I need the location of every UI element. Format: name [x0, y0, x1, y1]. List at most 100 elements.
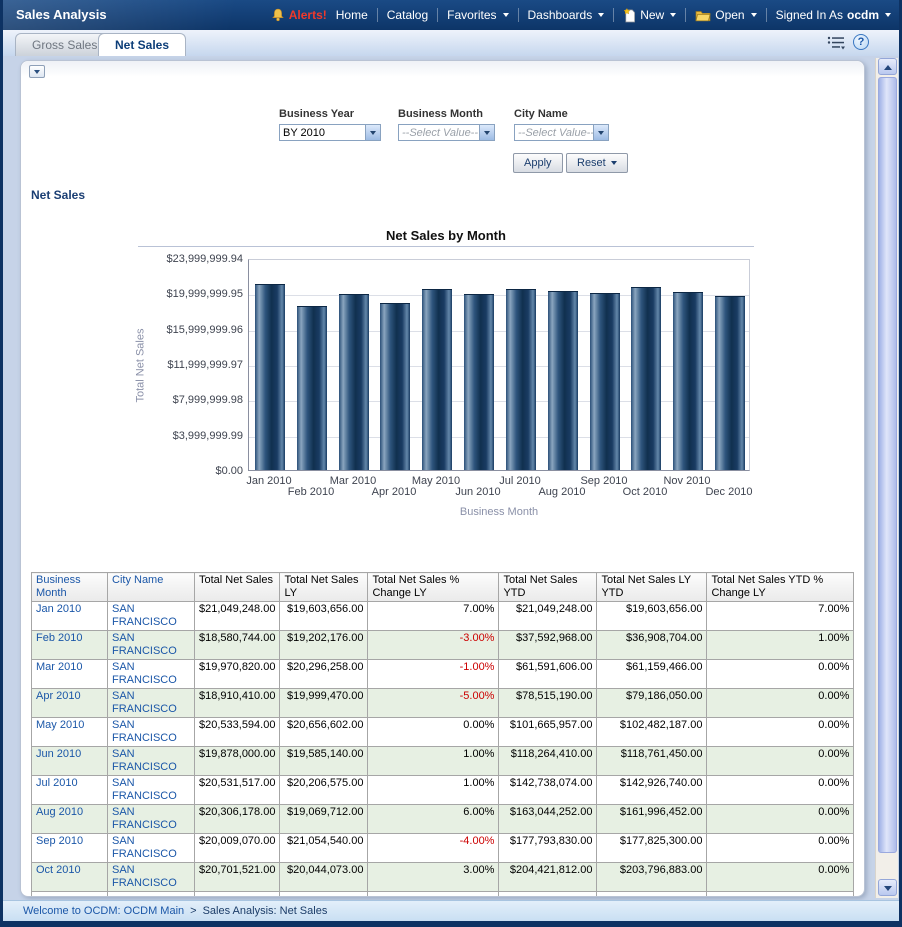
- bar-dec-2010[interactable]: [715, 296, 745, 470]
- cell-total-net-sales: $20,701,521.00: [193, 862, 281, 892]
- cell-city-name[interactable]: SAN FRANCISCO: [107, 717, 195, 747]
- cell-business-month[interactable]: Jan 2010: [31, 601, 108, 631]
- col-header-total-net-sales[interactable]: Total Net Sales: [193, 572, 281, 602]
- bar-jan-2010[interactable]: [255, 284, 285, 470]
- cell-business-month[interactable]: Feb 2010: [31, 630, 108, 660]
- apply-button[interactable]: Apply: [513, 153, 563, 173]
- cell-total-net-sales-ytd: $61,591,606.00: [498, 659, 598, 689]
- bar-oct-2010[interactable]: [631, 287, 661, 470]
- y-tick-label: $19,999,999.95: [166, 288, 243, 300]
- bar-feb-2010[interactable]: [297, 306, 327, 470]
- cell-city-name[interactable]: SAN FRANCISCO: [107, 833, 195, 863]
- cell-business-month[interactable]: Sep 2010: [31, 833, 108, 863]
- table-row: Apr 2010 SAN FRANCISCO $18,910,410.00 $19,9…: [31, 688, 855, 718]
- cell-total-net-sales: $20,531,517.00: [193, 775, 281, 805]
- col-header-total-net-sales-ly[interactable]: Total Net Sales LY: [279, 572, 369, 602]
- gridline: [249, 401, 749, 402]
- bar-apr-2010[interactable]: [380, 303, 410, 470]
- cell-business-month[interactable]: Oct 2010: [31, 862, 108, 892]
- cell-business-month[interactable]: Jul 2010: [31, 775, 108, 805]
- dropdown-arrow-icon[interactable]: [593, 125, 608, 140]
- page-options-icon[interactable]: [827, 35, 845, 50]
- cell-city-name[interactable]: SAN FRANCISCO: [107, 630, 195, 660]
- y-tick-label: $23,999,999.94: [166, 253, 243, 265]
- table-row-partial: [31, 891, 855, 896]
- cell-total-net-sales: $18,910,410.00: [193, 688, 281, 718]
- cell-total-net-sales-change-ly: 0.00%: [367, 717, 500, 747]
- cell-total-net-sales-ly-ytd: $142,926,740.00: [596, 775, 708, 805]
- business-month-select[interactable]: --Select Value--: [398, 124, 495, 141]
- cell-total-net-sales-change-ly: -3.00%: [367, 630, 500, 660]
- business-year-select[interactable]: BY 2010: [279, 124, 381, 141]
- cell-city-name[interactable]: SAN FRANCISCO: [107, 746, 195, 776]
- catalog-link[interactable]: Catalog: [386, 8, 429, 22]
- y-axis-labels: $23,999,999.94 $19,999,999.95 $15,999,999.…: [116, 253, 243, 477]
- cell-business-month[interactable]: Jun 2010: [31, 746, 108, 776]
- new-document-icon: [623, 7, 636, 22]
- vertical-scrollbar[interactable]: [875, 58, 898, 898]
- chevron-down-icon: [502, 13, 509, 17]
- scroll-down-button[interactable]: [878, 879, 897, 896]
- bar-mar-2010[interactable]: [339, 294, 369, 470]
- collapse-section-button[interactable]: [29, 65, 45, 78]
- chevron-down-icon: [598, 13, 605, 17]
- dashboards-menu[interactable]: Dashboards: [528, 8, 605, 22]
- city-name-select[interactable]: --Select Value--: [514, 124, 609, 141]
- bar-sep-2010[interactable]: [590, 293, 620, 470]
- cell-city-name[interactable]: SAN FRANCISCO: [107, 804, 195, 834]
- col-header-business-month[interactable]: Business Month: [31, 572, 108, 602]
- cell-business-month[interactable]: Mar 2010: [31, 659, 108, 689]
- col-header-total-net-sales-ytd[interactable]: Total Net Sales YTD: [498, 572, 598, 602]
- col-header-total-net-sales-change-ly[interactable]: Total Net Sales % Change LY: [367, 572, 500, 602]
- new-menu[interactable]: New: [623, 7, 677, 23]
- business-year-label: Business Year: [279, 108, 355, 120]
- bar-nov-2010[interactable]: [673, 292, 703, 470]
- breadcrumb-home-link[interactable]: Welcome to OCDM: OCDM Main: [23, 905, 185, 917]
- cell-total-net-sales-ytd: $21,049,248.00: [498, 601, 598, 631]
- cell-total-net-sales-change-ly: -4.00%: [367, 833, 500, 863]
- cell-total-net-sales-change-ly: 1.00%: [367, 746, 500, 776]
- cell-city-name[interactable]: SAN FRANCISCO: [107, 601, 195, 631]
- bar-jun-2010[interactable]: [464, 294, 494, 470]
- cell-city-name[interactable]: SAN FRANCISCO: [107, 688, 195, 718]
- cell-city-name[interactable]: SAN FRANCISCO: [107, 862, 195, 892]
- x-tick-label: Sep 2010: [580, 475, 628, 487]
- scroll-up-button[interactable]: [878, 58, 897, 75]
- y-tick-label: $0.00: [215, 465, 243, 477]
- dropdown-arrow-icon[interactable]: [365, 125, 380, 140]
- cell-total-net-sales: $20,533,594.00: [193, 717, 281, 747]
- table-row: Aug 2010 SAN FRANCISCO $20,306,178.00 $19,0…: [31, 804, 855, 834]
- scrollbar-thumb[interactable]: [878, 77, 897, 853]
- bar-may-2010[interactable]: [422, 289, 452, 470]
- cell-business-month[interactable]: Apr 2010: [31, 688, 108, 718]
- cell-city-name[interactable]: SAN FRANCISCO: [107, 659, 195, 689]
- signed-in-menu[interactable]: Signed In As ocdm: [776, 8, 891, 22]
- alerts-link[interactable]: Alerts!: [271, 8, 327, 22]
- chevron-down-icon: [885, 13, 891, 17]
- bar-aug-2010[interactable]: [548, 291, 578, 470]
- cell-business-month[interactable]: Aug 2010: [31, 804, 108, 834]
- dropdown-arrow-icon[interactable]: [479, 125, 494, 140]
- table-header: Business Month City Name Total Net Sales To…: [31, 572, 855, 602]
- col-header-total-net-sales-ly-ytd[interactable]: Total Net Sales LY YTD: [596, 572, 708, 602]
- cell-total-net-sales-ytd-change-ly: 0.00%: [706, 688, 855, 718]
- open-menu[interactable]: Open: [695, 8, 757, 22]
- cell-total-net-sales-ly: $20,206,575.00: [279, 775, 369, 805]
- tab-net-sales[interactable]: Net Sales: [98, 33, 187, 56]
- reset-button[interactable]: Reset: [566, 153, 628, 173]
- filter-city-name: City Name --Select Value--: [514, 108, 609, 141]
- cell-total-net-sales-ly-ytd: $203,796,883.00: [596, 862, 708, 892]
- favorites-menu[interactable]: Favorites: [447, 8, 509, 22]
- cell-city-name[interactable]: SAN FRANCISCO: [107, 775, 195, 805]
- gridline: [249, 437, 749, 438]
- cell-total-net-sales-ly-ytd: $79,186,050.00: [596, 688, 708, 718]
- bar-jul-2010[interactable]: [506, 289, 536, 470]
- help-icon[interactable]: ?: [853, 34, 869, 50]
- breadcrumb-status-bar: Welcome to OCDM: OCDM Main > Sales Analy…: [3, 900, 899, 921]
- col-header-total-net-sales-ytd-change-ly[interactable]: Total Net Sales YTD % Change LY: [706, 572, 855, 602]
- home-link[interactable]: Home: [335, 8, 368, 22]
- col-header-city-name[interactable]: City Name: [107, 572, 195, 602]
- breadcrumb-current-page: Sales Analysis: Net Sales: [202, 905, 328, 917]
- cell-business-month[interactable]: May 2010: [31, 717, 108, 747]
- table-row: Jun 2010 SAN FRANCISCO $19,878,000.00 $19,5…: [31, 746, 855, 776]
